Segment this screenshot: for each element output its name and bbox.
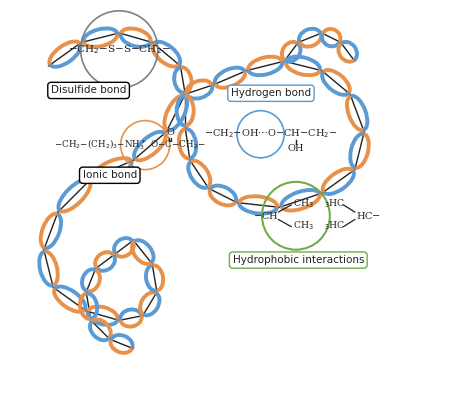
Text: O: O	[166, 129, 174, 137]
Text: Hydrogen bond: Hydrogen bond	[231, 88, 311, 98]
Text: $-$CH$_2$$-$OH$\cdots$O$-$CH$-$CH$_2$$-$: $-$CH$_2$$-$OH$\cdots$O$-$CH$-$CH$_2$$-$	[204, 127, 337, 140]
Text: $_{3}$HC: $_{3}$HC	[324, 220, 345, 233]
Text: Ionic bond: Ionic bond	[82, 170, 137, 180]
Text: HC$-$: HC$-$	[356, 210, 381, 221]
Text: Disulfide bond: Disulfide bond	[51, 85, 126, 95]
Text: $-$CH: $-$CH	[254, 210, 279, 221]
Text: $_{3}$HC: $_{3}$HC	[324, 198, 345, 210]
Text: OH: OH	[288, 144, 304, 153]
Text: CH$_3$: CH$_3$	[292, 220, 313, 233]
Text: CH$_3$: CH$_3$	[292, 198, 313, 210]
Text: $-$CH$_2$$-$S$-$S$-$CH$_2$$-$: $-$CH$_2$$-$S$-$S$-$CH$_2$$-$	[68, 43, 171, 56]
Text: Hydrophobic interactions: Hydrophobic interactions	[233, 255, 364, 265]
Text: $-$CH$_2$$-$(CH$_2$)$_3$$-$NH$_3^+$ O$-$C$-$CH$_2$$-$: $-$CH$_2$$-$(CH$_2$)$_3$$-$NH$_3^+$ O$-$…	[54, 138, 205, 152]
